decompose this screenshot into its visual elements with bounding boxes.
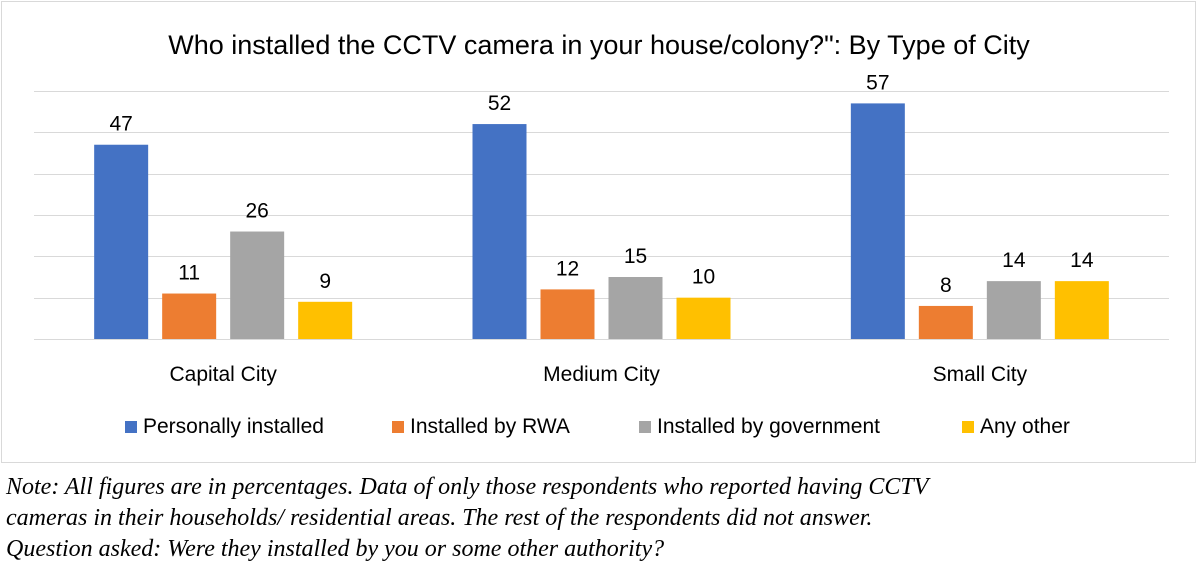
chart-title: Who installed the CCTV camera in your ho…	[168, 30, 1030, 60]
bars	[94, 103, 1109, 340]
bar	[230, 231, 285, 339]
bar	[472, 124, 527, 339]
bar	[162, 293, 217, 339]
legend-label: Installed by RWA	[410, 415, 570, 438]
legend-label: Installed by government	[657, 415, 880, 438]
data-label: 11	[178, 262, 200, 285]
gridlines	[34, 91, 1169, 340]
data-label: 26	[245, 200, 268, 223]
bar	[608, 277, 663, 339]
legend: Personally installed Installed by RWA Inst…	[125, 415, 1070, 438]
bar	[1054, 281, 1109, 339]
legend-swatch	[392, 421, 404, 433]
data-labels: 47 11 26 9 52 12 15 10 57 8 14 14	[109, 71, 1093, 297]
bar-chart: Who installed the CCTV camera in your ho…	[34, 30, 1169, 438]
data-label: 47	[109, 113, 132, 136]
legend-swatch	[125, 421, 137, 433]
bar	[298, 301, 353, 339]
bar	[94, 144, 149, 339]
chart-note: Note: All figures are in percentages. Da…	[6, 472, 1194, 565]
legend-label: Any other	[980, 415, 1070, 438]
data-label: 8	[940, 274, 952, 297]
note-line: Note: All figures are in percentages. Da…	[6, 474, 929, 500]
bar	[676, 297, 731, 339]
category-label: Small City	[933, 363, 1028, 386]
data-label: 15	[624, 245, 647, 268]
bar	[540, 289, 595, 339]
legend-label: Personally installed	[143, 415, 324, 438]
data-label: 12	[556, 257, 579, 280]
data-label: 57	[866, 71, 889, 94]
category-axis: Capital City Medium City Small City	[169, 363, 1027, 386]
data-label: 10	[692, 266, 715, 289]
category-label: Capital City	[169, 363, 277, 386]
category-label: Medium City	[543, 363, 660, 386]
legend-swatch	[639, 421, 651, 433]
data-label: 14	[1002, 249, 1026, 272]
bar	[918, 305, 973, 339]
data-label: 14	[1070, 249, 1094, 272]
bar	[986, 281, 1041, 339]
bar	[850, 103, 905, 340]
note-line: cameras in their households/ residential…	[6, 505, 873, 531]
chart-frame: Who installed the CCTV camera in your ho…	[1, 1, 1196, 463]
data-label: 52	[488, 92, 511, 115]
data-label: 9	[319, 270, 331, 293]
legend-swatch	[962, 421, 974, 433]
note-line: Question asked: Were they installed by y…	[6, 536, 665, 562]
